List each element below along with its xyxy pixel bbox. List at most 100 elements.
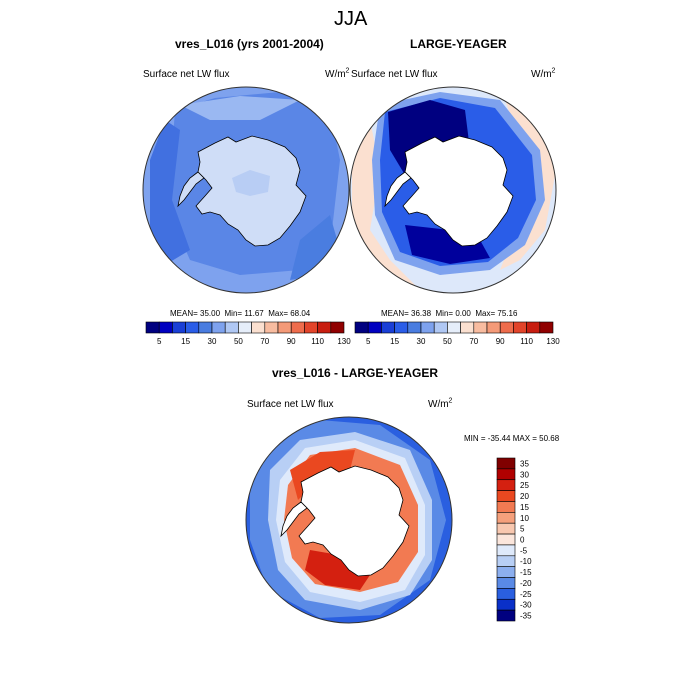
diff-colorbar-tick-label: -30	[520, 601, 532, 610]
model-colorbar-box	[304, 321, 318, 334]
diff-colorbar-box	[496, 588, 516, 600]
model-colorbar-box	[145, 321, 160, 334]
diff-colorbar-box	[496, 457, 516, 470]
obs-colorbar-tick-label: 50	[443, 337, 452, 346]
diff-map-pale-ring	[268, 432, 432, 610]
obs-map-blue-ring-outer	[372, 92, 545, 275]
obs-colorbar-box	[420, 321, 435, 334]
obs-colorbar-tick-label: 90	[496, 337, 505, 346]
model-map-pale-patch	[180, 96, 300, 120]
model-colorbar-tick-label: 130	[337, 337, 351, 346]
model-colorbar-tick-label: 90	[287, 337, 296, 346]
diff-map-ocean-field	[246, 417, 452, 623]
obs-colorbar-tick-label: 5	[366, 337, 371, 346]
model-colorbar-box	[317, 321, 332, 334]
obs-colorbar-box	[447, 321, 461, 334]
diff-minmax: MIN = -35.44 MAX = 50.68	[464, 434, 560, 443]
obs-map-ocean-field	[350, 87, 556, 293]
model-colorbar-box	[264, 321, 279, 334]
obs-colorbar-tick-label: 15	[390, 337, 399, 346]
obs-variable-label: Surface net LW flux	[351, 69, 438, 80]
diff-colorbar-tick-label: 30	[520, 470, 529, 479]
diff-map-cool-band	[250, 420, 446, 618]
diff-colorbar-tick-label: -15	[520, 568, 532, 577]
diff-colorbar-tick-label: -20	[520, 579, 532, 588]
obs-map-peninsula	[384, 171, 412, 208]
diff-colorbar-tick-label: 25	[520, 481, 529, 490]
model-colorbar-tick-label: 5	[157, 337, 162, 346]
obs-colorbar-tick-label: 130	[546, 337, 560, 346]
obs-colorbar-box	[513, 321, 527, 334]
diff-colorbar-tick-label: -10	[520, 557, 532, 566]
diff-colorbar-box	[496, 598, 516, 611]
obs-colorbar-box	[433, 321, 448, 334]
model-colorbar-box	[198, 321, 213, 334]
diff-colorbar-box	[496, 468, 516, 481]
obs-panel-title: LARGE-YEAGER	[410, 37, 507, 51]
diff-map-warm-ring	[284, 448, 418, 592]
model-units-label: W/m2	[325, 67, 350, 80]
model-colorbar-tick-label: 50	[234, 337, 243, 346]
model-colorbar-box	[224, 321, 239, 334]
diff-panel-title: vres_L016 - LARGE-YEAGER	[272, 366, 439, 380]
diff-colorbar-box	[496, 501, 516, 513]
obs-colorbar-box	[473, 321, 488, 334]
diff-colorbar-tick-label: 0	[520, 536, 525, 545]
obs-map-dark-core-1	[388, 100, 470, 175]
model-colorbar-box	[290, 321, 305, 334]
model-map-band-inner	[168, 92, 340, 275]
obs-map-dark-core-2	[405, 225, 490, 264]
diff-colorbar-box	[496, 512, 516, 524]
diff-colorbar-tick-label: 20	[520, 492, 529, 501]
model-map-antarctica	[195, 135, 307, 247]
figure-title: JJA	[334, 8, 368, 30]
obs-map-antarctica	[402, 135, 514, 247]
model-variable-label: Surface net LW flux	[143, 69, 230, 80]
diff-colorbar-tick-label: -25	[520, 590, 532, 599]
model-map-ocean-field	[143, 87, 349, 293]
diff-colorbar-box	[496, 544, 516, 557]
obs-stats: MEAN= 36.38 Min= 0.00 Max= 75.16	[381, 309, 518, 318]
obs-colorbar-tick-label: 110	[520, 337, 533, 346]
model-colorbar-box	[330, 321, 345, 334]
diff-colorbar-box	[496, 566, 516, 578]
model-colorbar-tick-label: 110	[311, 337, 324, 346]
model-colorbar-tick-label: 15	[181, 337, 190, 346]
diff-variable-label: Surface net LW flux	[247, 399, 334, 410]
diff-colorbar-tick-label: 35	[520, 459, 529, 468]
diff-colorbar-box	[496, 609, 516, 622]
diff-map-hot-2	[305, 550, 372, 590]
obs-colorbar-box	[486, 321, 501, 334]
obs-map-warm-band2	[500, 100, 556, 270]
model-colorbar-box	[238, 321, 252, 334]
model-panel-title: vres_L016 (yrs 2001-2004)	[175, 37, 324, 51]
model-colorbar-box	[211, 321, 226, 334]
model-colorbar-tick-label: 30	[208, 337, 217, 346]
obs-colorbar-box	[354, 321, 369, 334]
obs-colorbar-box	[526, 321, 541, 334]
obs-colorbar-box	[394, 321, 409, 334]
diff-colorbar-tick-label: 5	[520, 525, 525, 534]
obs-map-blue-ring	[380, 98, 536, 266]
model-colorbar-tick-label: 70	[260, 337, 269, 346]
diff-colorbar-tick-label: 10	[520, 514, 529, 523]
obs-colorbar-box	[407, 321, 422, 334]
model-map-band-mid2	[290, 215, 340, 280]
obs-colorbar-box	[367, 321, 382, 334]
diff-colorbar-box	[496, 522, 516, 535]
diff-map-white-ring	[276, 440, 425, 602]
model-map-peninsula	[177, 171, 205, 208]
diff-colorbar-box	[496, 479, 516, 491]
diff-map-hot-1	[290, 450, 355, 500]
diff-colorbar-tick-label: -35	[520, 612, 532, 621]
diff-colorbar-box	[496, 490, 516, 502]
obs-colorbar-tick-label: 30	[417, 337, 426, 346]
diff-colorbar-box	[496, 555, 516, 567]
model-colorbar-box	[172, 321, 186, 334]
